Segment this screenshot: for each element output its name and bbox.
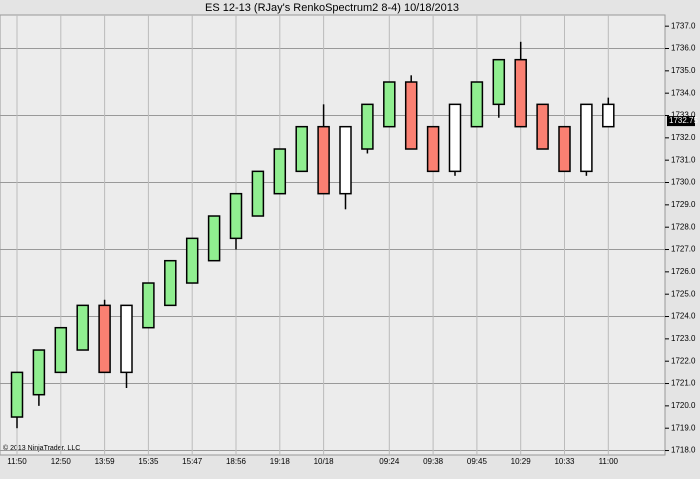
y-tick-label: 1734.0: [671, 88, 696, 97]
candle-body: [317, 125, 330, 195]
x-tick-label: 12:50: [51, 457, 72, 466]
candle-body: [120, 304, 133, 374]
candle-body: [76, 304, 89, 351]
candle-body: [602, 103, 615, 128]
last-price-box: [667, 116, 695, 127]
candle-body: [32, 349, 46, 396]
y-tick-label: 1718.0: [671, 446, 696, 455]
y-tick-label: 1735.0: [671, 66, 696, 75]
candle-body: [448, 103, 462, 173]
candle-body: [492, 58, 506, 106]
candle-body: [426, 125, 440, 173]
y-tick-label: 1730.0: [671, 178, 696, 187]
x-tick-label: 13:59: [95, 457, 116, 466]
candle-body: [98, 304, 111, 374]
y-tick-label: 1731.0: [671, 155, 696, 164]
y-tick-label: 1733.0: [671, 111, 696, 120]
candle-body: [251, 170, 265, 217]
x-tick-label: 09:45: [467, 457, 488, 466]
candle-body: [404, 81, 418, 150]
candle-body: [361, 103, 374, 150]
y-tick-label: 1732.0: [671, 133, 696, 142]
candle-body: [383, 81, 396, 128]
x-tick-label: 10/18: [314, 457, 335, 466]
candle-body: [558, 125, 571, 173]
candle-body: [207, 215, 221, 262]
x-tick-label: 11:50: [7, 457, 27, 466]
x-tick-label: 10:29: [511, 457, 532, 466]
y-tick-label: 1728.0: [671, 222, 696, 231]
y-tick-label: 1724.0: [671, 312, 696, 321]
candle-body: [273, 148, 287, 195]
candle-body: [185, 237, 199, 284]
candle-body: [514, 58, 527, 128]
copyright: © 2013 NinjaTrader, LLC: [3, 444, 80, 452]
candle-body: [54, 326, 68, 374]
y-tick-label: 1725.0: [671, 289, 696, 298]
candle-body: [10, 371, 24, 418]
x-tick-label: 15:47: [182, 457, 203, 466]
candle-body: [142, 282, 155, 329]
plot-area: [0, 14, 666, 456]
last-price-label: 1732.75: [669, 116, 698, 125]
y-tick-label: 1737.0: [671, 21, 696, 30]
candle-body: [295, 125, 308, 173]
candle-body: [339, 125, 352, 195]
x-tick-label: 11:00: [599, 457, 619, 466]
y-tick-label: 1727.0: [671, 245, 696, 254]
candle-body: [164, 259, 177, 307]
x-tick-label: 09:24: [379, 457, 400, 466]
x-tick-label: 19:18: [270, 457, 291, 466]
y-tick-label: 1729.0: [671, 200, 696, 209]
y-tick-label: 1719.0: [671, 423, 696, 432]
y-tick-label: 1720.0: [671, 401, 696, 410]
y-tick-label: 1721.0: [671, 379, 696, 388]
x-tick-label: 10:33: [554, 457, 575, 466]
candle-body: [580, 103, 593, 173]
x-tick-label: 18:56: [226, 457, 247, 466]
y-tick-label: 1722.0: [671, 356, 696, 365]
candle-body: [536, 103, 549, 150]
candle-body: [229, 192, 243, 240]
x-tick-label: 15:35: [138, 457, 159, 466]
candle-body: [470, 81, 484, 128]
y-tick-label: 1723.0: [671, 334, 696, 343]
chart-title: ES 12-13 (RJay's RenkoSpectrum2 8-4) 10/…: [205, 2, 459, 14]
x-tick-label: 09:38: [423, 457, 444, 466]
y-tick-label: 1726.0: [671, 267, 696, 276]
y-tick-label: 1736.0: [671, 44, 696, 53]
